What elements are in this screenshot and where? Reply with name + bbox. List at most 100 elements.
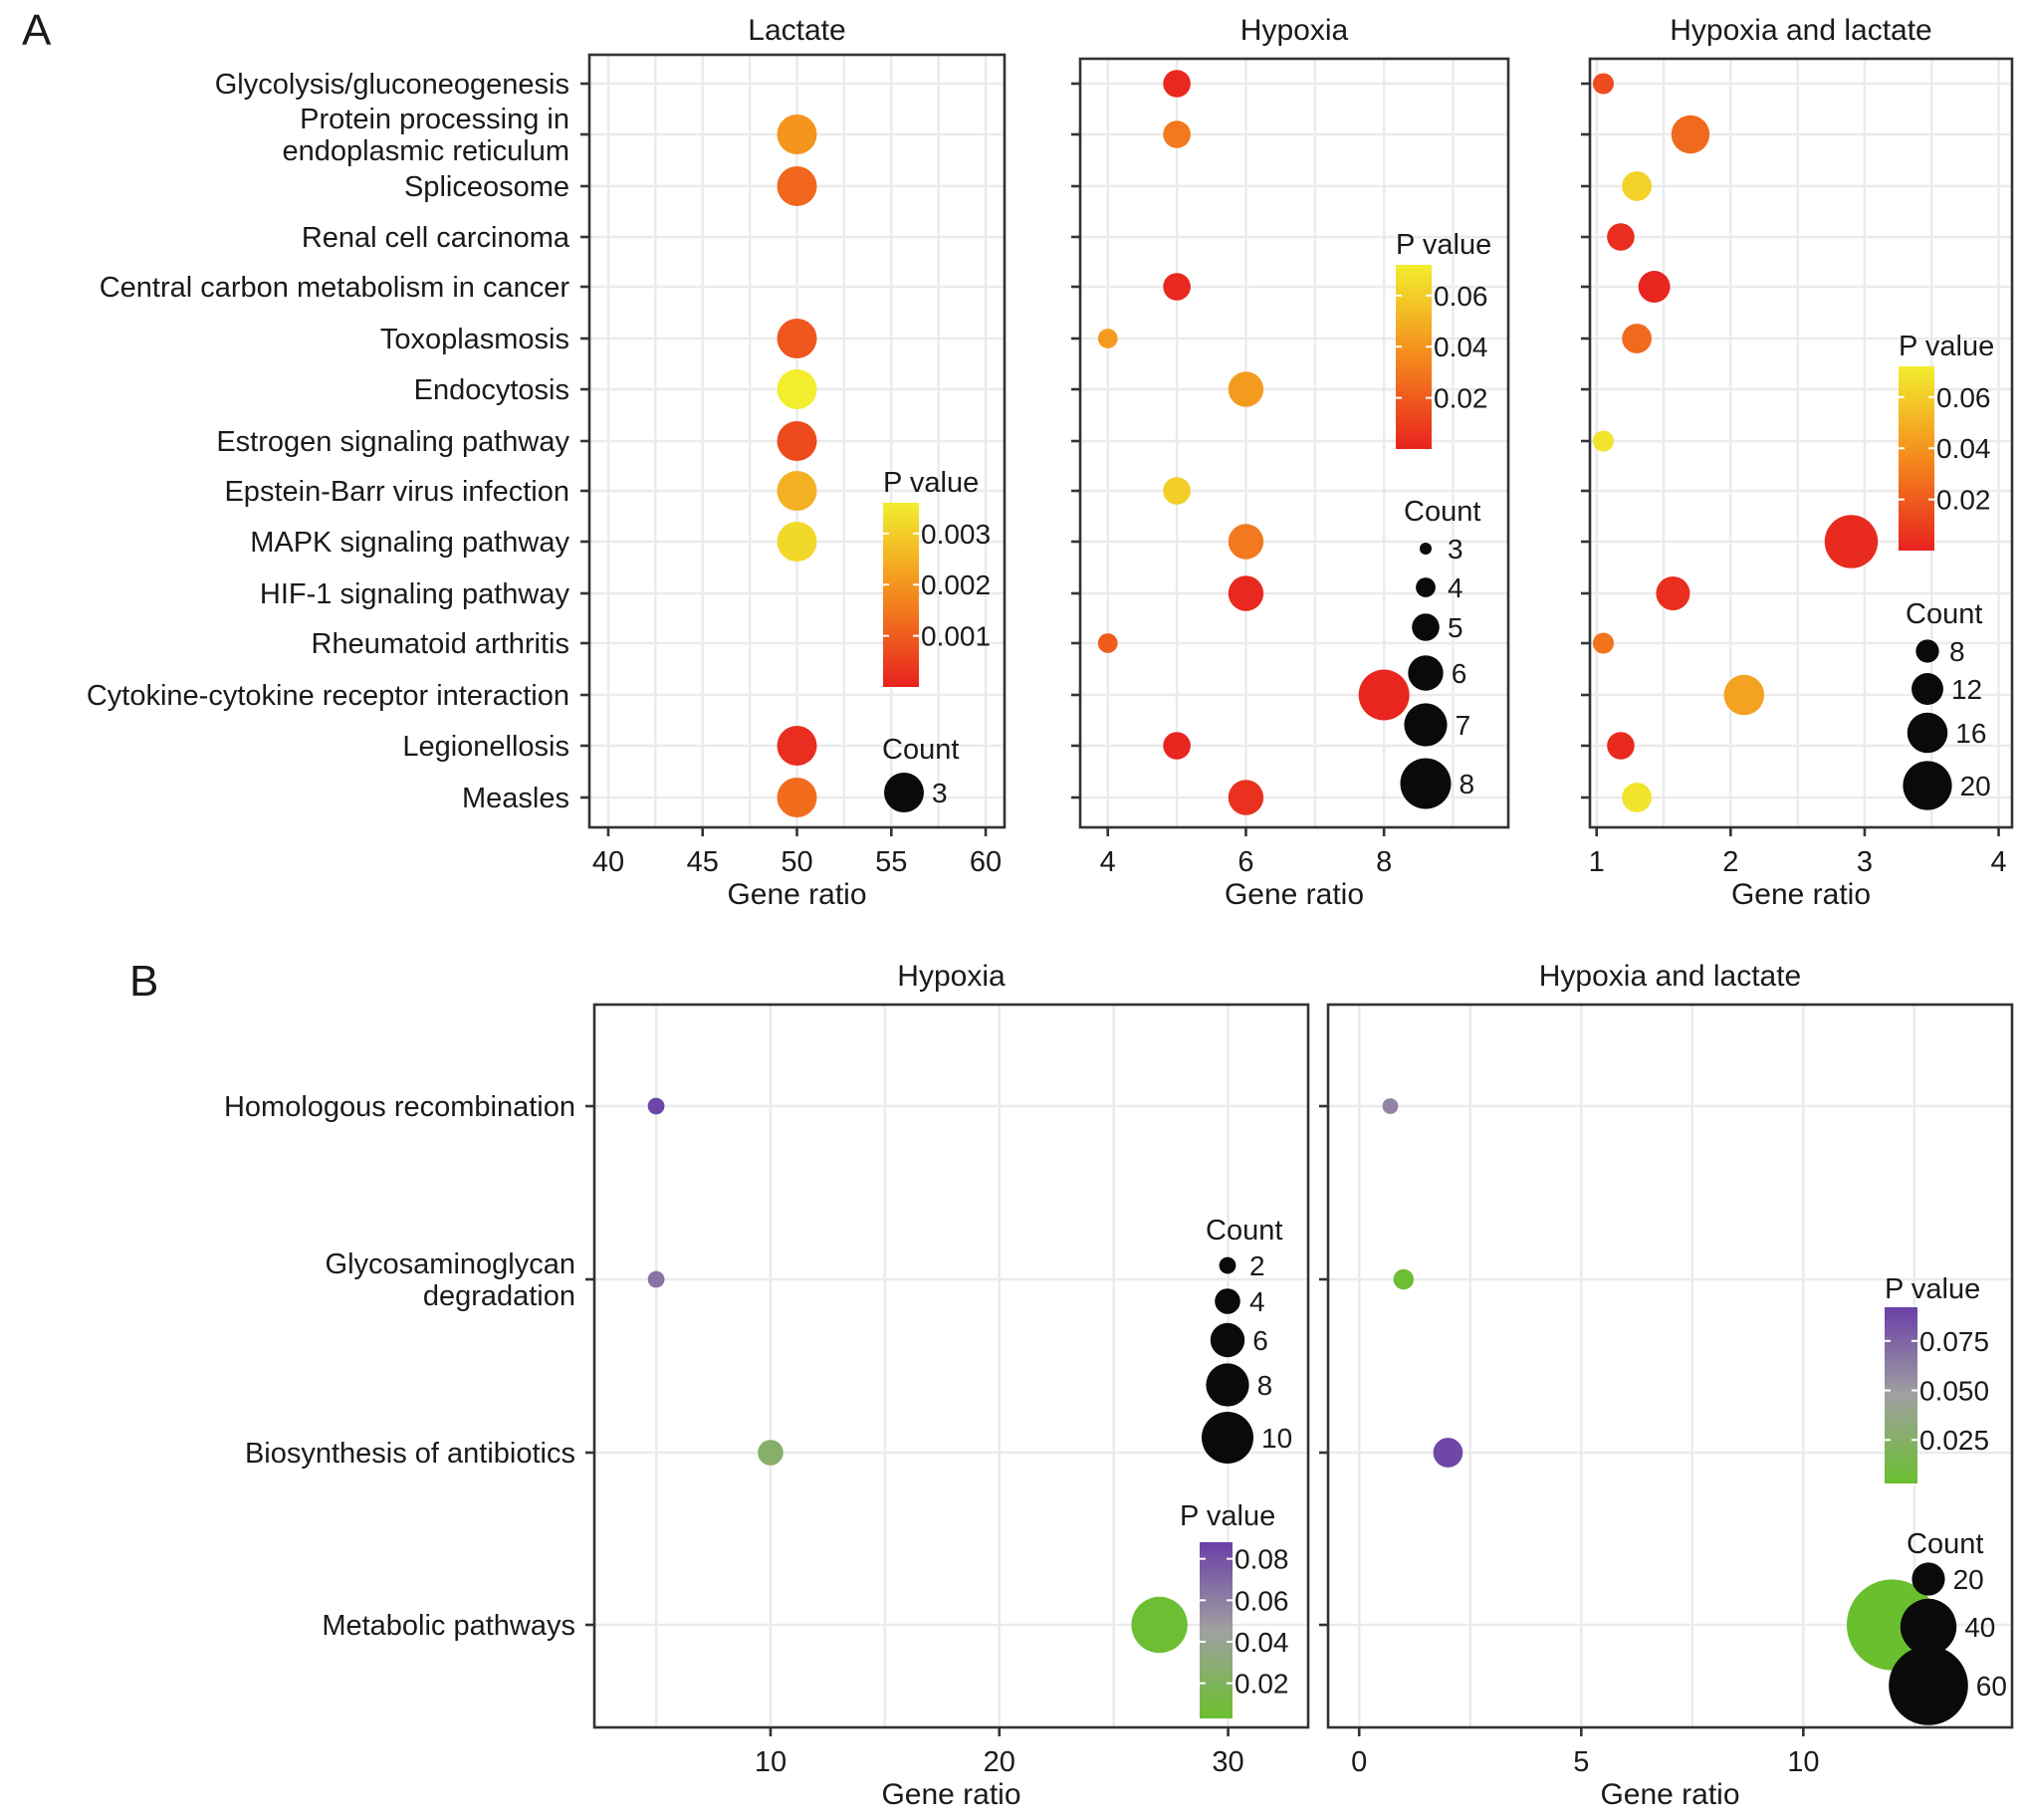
x-tick-label: 5 — [1573, 1746, 1589, 1778]
size-legend-title: Count — [1907, 1528, 1983, 1560]
y-tick-label: Protein processing in endoplasmic reticul… — [282, 104, 569, 167]
panel-b-hypoxia: Hypoxia Homologous recombination Glycosami… — [224, 960, 1310, 1811]
color-bar — [1885, 1307, 1917, 1483]
size-legend-circle — [1900, 1598, 1957, 1656]
size-legend-circle — [1400, 758, 1452, 809]
size-legend-circle — [1210, 1322, 1245, 1358]
data-point-mapk-signaling-pathway — [1824, 515, 1879, 569]
data-point-protein-processing-in-endoplasmic-reticulum — [1671, 114, 1710, 154]
color-legend-title: P value — [883, 467, 979, 499]
x-axis-label: Gene ratio — [881, 1778, 1020, 1811]
data-point-estrogen-signaling-pathway — [777, 421, 817, 461]
y-tick-label-line: Legionellosis — [402, 731, 569, 763]
y-tick-label: Estrogen signaling pathway — [216, 426, 569, 458]
y-tick-label: Metabolic pathways — [322, 1610, 575, 1642]
size-legend-circle — [1911, 1562, 1945, 1596]
y-tick-label-line: Metabolic pathways — [322, 1610, 575, 1642]
data-point-hif-1-signaling-pathway — [1228, 575, 1264, 611]
x-axis-label: Gene ratio — [1600, 1778, 1739, 1811]
data-point-metabolic-pathways — [1131, 1596, 1188, 1654]
y-tick-label: Glycolysis/gluconeogenesis — [215, 69, 569, 101]
color-legend-tick-label: 0.002 — [921, 569, 991, 600]
panel-title: Hypoxia — [1240, 14, 1349, 47]
data-point-homologous-recombination — [647, 1097, 665, 1115]
size-legend-label: 4 — [1249, 1286, 1265, 1317]
panel-a-hypoxia: Hypoxia 4 6 8 Gene ratio P value 0.06 0.04 0.02 C… — [1071, 14, 1510, 911]
color-legend-tick-label: 0.02 — [1434, 383, 1488, 414]
data-point-estrogen-signaling-pathway — [1592, 430, 1615, 452]
size-legend-label: 40 — [1964, 1612, 1995, 1643]
plot-frame — [592, 1003, 1310, 1729]
color-legend-tick-label: 0.075 — [1919, 1326, 1989, 1357]
data-point-biosynthesis-of-antibiotics — [1433, 1438, 1463, 1468]
y-tick-label: Endocytosis — [414, 374, 569, 406]
x-tick-label: 3 — [1857, 846, 1873, 878]
size-legend-label: 3 — [1448, 534, 1463, 565]
y-tick-label-line: Spliceosome — [404, 171, 569, 203]
panel-b-hypoxia-and-lactate: Hypoxia and lactate 0 5 10 Gene ratio P value… — [1319, 960, 2014, 1811]
panel-title: Hypoxia and lactate — [1539, 960, 1802, 993]
y-tick-label-line: Renal cell carcinoma — [302, 222, 570, 254]
y-tick-label: Homologous recombination — [224, 1091, 575, 1123]
data-point-measles — [777, 778, 817, 817]
y-tick-label-line: degradation — [423, 1280, 575, 1312]
y-tick-label-line: Protein processing in — [300, 104, 569, 135]
data-point-mapk-signaling-pathway — [1228, 524, 1264, 560]
x-tick-label: 20 — [984, 1746, 1015, 1778]
x-tick-label: 50 — [781, 846, 812, 878]
x-tick-label: 4 — [1990, 846, 2006, 878]
y-tick-label-line: Measles — [462, 783, 569, 814]
size-legend-circle — [1907, 712, 1948, 754]
data-point-rheumatoid-arthritis — [1097, 633, 1118, 653]
y-tick-label-line: MAPK signaling pathway — [250, 527, 569, 559]
panel-a-lactate: Lactate Glycolysis/gluconeogenesisProtein… — [87, 14, 1007, 911]
size-legend-circle — [1420, 543, 1432, 555]
y-tick-label: Cytokine-cytokine receptor interaction — [87, 680, 569, 712]
size-legend-label: 5 — [1448, 612, 1463, 643]
size-legend-circle — [1215, 1288, 1240, 1314]
size-legend-circle — [1206, 1363, 1249, 1407]
x-tick-label: 10 — [755, 1746, 787, 1778]
size-legend-circle — [1416, 577, 1436, 597]
x-axis-label: Gene ratio — [1225, 878, 1364, 911]
y-tick-label: Legionellosis — [402, 731, 569, 763]
color-bar — [1396, 265, 1432, 449]
data-point-rheumatoid-arthritis — [1592, 632, 1615, 654]
data-point-protein-processing-in-endoplasmic-reticulum — [1163, 120, 1191, 148]
x-tick-label: 2 — [1722, 846, 1738, 878]
x-tick-label: 55 — [875, 846, 907, 878]
color-legend-tick-label: 0.04 — [1434, 332, 1488, 362]
size-legend-circle — [1889, 1646, 1968, 1725]
x-tick-label: 4 — [1100, 846, 1116, 878]
x-tick-label: 45 — [687, 846, 719, 878]
x-tick-label: 30 — [1212, 1746, 1243, 1778]
color-bar — [883, 503, 919, 687]
y-tick-label: Toxoplasmosis — [380, 324, 569, 355]
size-legend-title: Count — [1404, 496, 1480, 528]
y-tick-label-line: Homologous recombination — [224, 1091, 575, 1123]
size-legend-circle — [1903, 761, 1952, 810]
plot-frame — [1326, 1003, 2014, 1729]
y-tick-label: HIF-1 signaling pathway — [260, 578, 570, 610]
data-point-mapk-signaling-pathway — [777, 522, 817, 562]
size-legend-circle — [1219, 1256, 1236, 1274]
size-legend-title: Count — [882, 734, 959, 766]
y-tick-label-line: Cytokine-cytokine receptor interaction — [87, 680, 569, 712]
data-point-measles — [1228, 780, 1264, 815]
panel-title: Lactate — [748, 14, 845, 47]
data-point-toxoplasmosis — [1622, 324, 1652, 353]
x-tick-label: 60 — [970, 846, 1002, 878]
data-point-homologous-recombination — [1382, 1098, 1399, 1114]
data-point-glycosaminoglycan-degradation — [647, 1270, 665, 1288]
data-point-toxoplasmosis — [1097, 329, 1118, 348]
y-tick-label: MAPK signaling pathway — [250, 527, 569, 559]
x-tick-label: 40 — [592, 846, 624, 878]
color-legend-tick-label: 0.04 — [1235, 1627, 1289, 1658]
data-point-epstein-barr-virus-infection — [777, 471, 817, 511]
size-legend-label: 8 — [1460, 769, 1475, 799]
data-point-legionellosis — [1163, 732, 1191, 760]
size-legend-title: Count — [1206, 1215, 1282, 1247]
y-tick-label-line: Epstein-Barr virus infection — [224, 476, 569, 508]
y-tick-label: Spliceosome — [404, 171, 569, 203]
y-tick-label-line: Glycolysis/gluconeogenesis — [215, 69, 569, 101]
